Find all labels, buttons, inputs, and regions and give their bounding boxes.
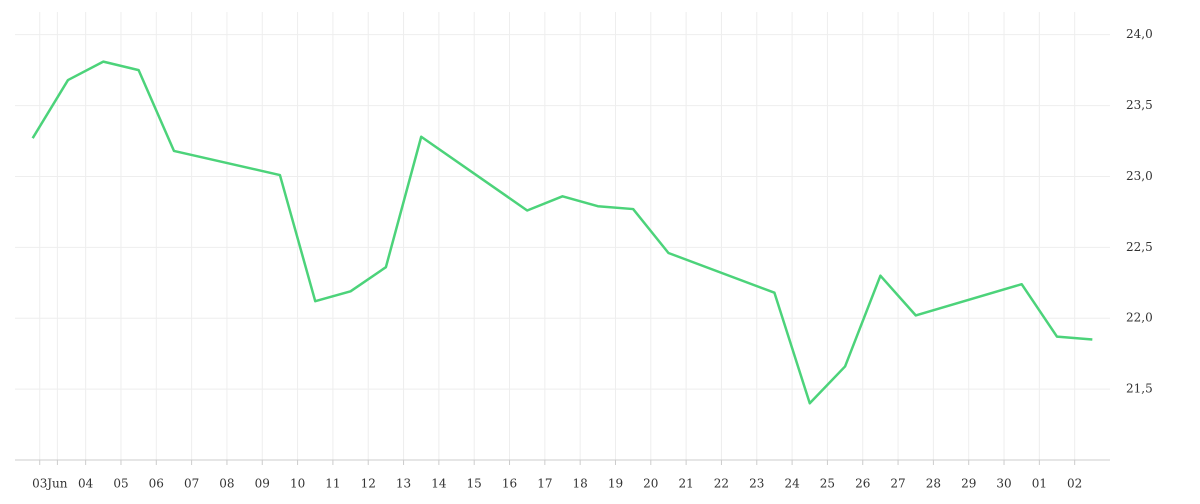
x-tick-label: 07 xyxy=(184,477,199,491)
x-tick-label: 23 xyxy=(749,477,764,491)
x-tick-label: 06 xyxy=(149,477,164,491)
x-tick-label: 22 xyxy=(714,477,729,491)
x-tick-label: 17 xyxy=(537,477,552,491)
x-tick-label: 02 xyxy=(1067,477,1082,491)
x-tick-label: 26 xyxy=(855,477,870,491)
x-tick-label: 11 xyxy=(325,477,340,491)
x-tick-label: 15 xyxy=(467,477,482,491)
x-tick-label: 14 xyxy=(431,477,447,491)
x-tick-label: 29 xyxy=(961,477,976,491)
x-tick-label: 04 xyxy=(78,477,94,491)
x-tick-label: 01 xyxy=(1032,477,1047,491)
x-tick-label: 03 xyxy=(32,477,47,491)
x-tick-label: 05 xyxy=(113,477,128,491)
x-tick-label: 12 xyxy=(361,477,376,491)
y-tick-label: 24,0 xyxy=(1126,27,1153,41)
x-tick-label: 20 xyxy=(643,477,658,491)
y-tick-label: 22,0 xyxy=(1126,311,1153,325)
y-tick-label: 21,5 xyxy=(1126,382,1153,396)
x-tick-label: Jun xyxy=(45,477,68,491)
y-tick-label: 23,0 xyxy=(1126,169,1153,183)
x-tick-label: 21 xyxy=(678,477,693,491)
x-tick-label: 16 xyxy=(502,477,517,491)
x-tick-label: 13 xyxy=(396,477,411,491)
y-tick-label: 23,5 xyxy=(1126,98,1153,112)
x-tick-label: 30 xyxy=(996,477,1011,491)
x-tick-label: 08 xyxy=(219,477,234,491)
x-tick-label: 28 xyxy=(926,477,941,491)
x-tick-label: 25 xyxy=(820,477,835,491)
x-tick-label: 09 xyxy=(255,477,270,491)
x-tick-label: 24 xyxy=(784,477,800,491)
x-tick-label: 27 xyxy=(890,477,905,491)
x-tick-label: 18 xyxy=(573,477,588,491)
y-tick-label: 22,5 xyxy=(1126,240,1153,254)
x-tick-label: 19 xyxy=(608,477,623,491)
x-tick-label: 10 xyxy=(290,477,305,491)
line-series xyxy=(31,60,1093,405)
